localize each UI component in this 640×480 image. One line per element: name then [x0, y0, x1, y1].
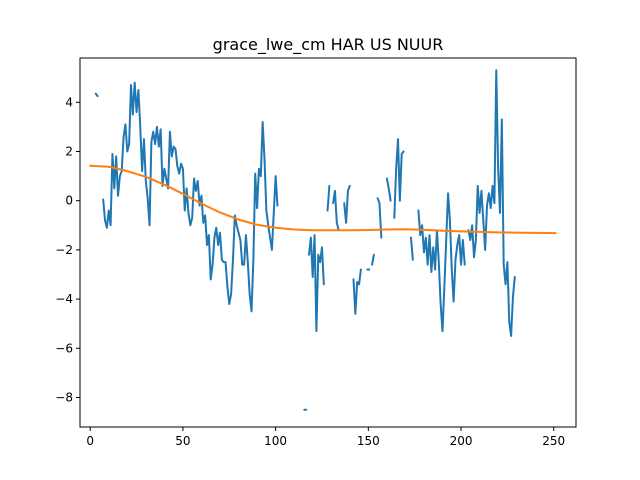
x-tick-label: 100 — [264, 434, 287, 448]
y-tick-label: −8 — [55, 390, 73, 404]
series-1-line-segment — [343, 184, 351, 224]
plot-area-frame — [79, 57, 577, 428]
x-tick-label: 0 — [86, 434, 94, 448]
series-1-line-segment — [385, 177, 392, 202]
series-1-line-segment — [326, 184, 331, 212]
y-tick-label: −4 — [55, 292, 73, 306]
chart-title: grace_lwe_cm HAR US NUUR — [213, 35, 444, 55]
series-1-line-segment — [332, 189, 340, 232]
y-tick-label: 4 — [65, 95, 73, 109]
series-1-line-segment — [409, 236, 414, 261]
x-tick-label: 150 — [357, 434, 380, 448]
x-tick-label: 200 — [450, 434, 473, 448]
x-tick-label: 50 — [175, 434, 190, 448]
y-tick-label: −6 — [55, 341, 73, 355]
y-tick-label: 0 — [65, 194, 73, 208]
x-axis: 0 50 100 150 200 250 — [86, 427, 565, 448]
series-1-line-segment — [102, 81, 279, 313]
series-1-line-segment — [376, 197, 383, 239]
series-layer — [89, 69, 557, 411]
x-tick-label: 250 — [542, 434, 565, 448]
y-tick-label: 2 — [65, 144, 73, 158]
series-1-line-segment — [307, 234, 325, 333]
series-1-line-segment — [467, 69, 516, 337]
series-1-line-segment — [417, 192, 466, 333]
series-1-line-segment — [393, 138, 405, 219]
series-1-line-segment — [352, 268, 362, 315]
series-1-line-segment — [371, 253, 375, 266]
series-2-trend-line — [89, 164, 557, 235]
y-tick-label: −2 — [55, 243, 73, 257]
y-axis: −8 −6 −4 −2 0 2 4 — [55, 95, 80, 404]
series-1-line-segment — [94, 92, 99, 98]
